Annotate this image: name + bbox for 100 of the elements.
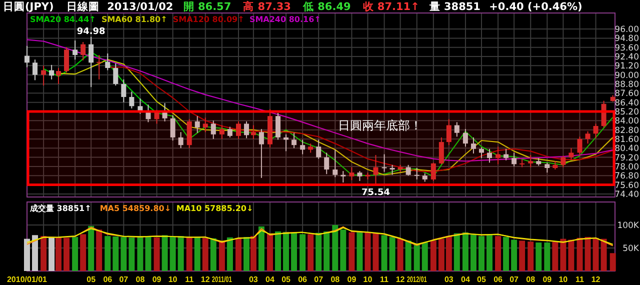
x-tick-label: 08: [330, 275, 340, 284]
y-tick-label: 88.80: [614, 80, 639, 90]
bar: [283, 232, 290, 271]
x-tick-label: 07: [510, 275, 520, 284]
x-tick-label: 09: [347, 275, 357, 284]
candlestick: [138, 98, 143, 114]
bar: [414, 244, 420, 271]
bar: [40, 236, 47, 271]
bar: [324, 231, 330, 271]
candlestick: [585, 130, 590, 144]
x-tick-label: 04: [266, 275, 275, 284]
annotation: 94.98: [76, 26, 106, 37]
candlestick: [88, 36, 94, 88]
candlestick: [406, 164, 411, 176]
candlestick: [593, 123, 598, 139]
candlestick: [162, 102, 168, 122]
y-tick-label: 93.60: [614, 43, 639, 54]
text: +0.40 (+0.46%): [489, 1, 582, 13]
bar: [104, 236, 111, 271]
bar: [568, 240, 574, 271]
bar: [275, 231, 282, 271]
candlestick: [49, 64, 54, 80]
candlestick: [373, 154, 378, 186]
bar: [137, 236, 144, 271]
text: SMA120 80.09↑: [172, 15, 244, 24]
bar: [478, 236, 484, 271]
y-tick-label: 50K: [622, 244, 640, 254]
y-tick-label: 90.00: [614, 70, 639, 81]
bar: [48, 236, 55, 271]
text: MA5 54859.80↓: [100, 204, 172, 213]
bar: [454, 233, 460, 271]
band-label: 日圓兩年底部！: [338, 118, 422, 132]
text: 量 38851: [428, 1, 480, 13]
y-tick-label: 87.60: [614, 89, 639, 100]
bar: [244, 236, 250, 271]
text: SMA20 84.44↑: [30, 15, 96, 24]
candlestick: [430, 162, 436, 182]
y-tick-label: 76.80: [614, 172, 639, 182]
candlestick: [24, 45, 30, 68]
x-tick-label: 12: [200, 275, 210, 284]
y-tick-label: 75.60: [614, 180, 639, 191]
bar: [291, 232, 298, 271]
bar: [430, 240, 436, 271]
bar: [266, 233, 273, 271]
bar: [88, 226, 94, 271]
bar: [462, 232, 468, 271]
candlestick: [470, 136, 476, 154]
candlestick: [478, 146, 484, 159]
x-tick-label: 12: [396, 275, 406, 284]
x-tick-label: 05: [282, 275, 292, 284]
candlestick: [454, 122, 460, 138]
bar: [186, 236, 192, 271]
bar: [235, 238, 242, 271]
candlestick: [113, 62, 118, 86]
candlestick: [121, 78, 126, 103]
candlestick: [568, 148, 574, 160]
y-tick-label: 74.40: [614, 190, 639, 200]
bar: [24, 238, 30, 271]
bar: [511, 240, 518, 271]
candlestick: [349, 166, 354, 181]
x-tick-label: 09: [542, 275, 552, 284]
x-tick-label: 09: [152, 275, 162, 284]
y-tick-label: 86.40: [614, 98, 639, 108]
y-tick-label: 84.00: [614, 116, 639, 127]
candlestick: [186, 118, 192, 149]
candlestick: [316, 139, 322, 160]
candlestick: [236, 120, 241, 140]
candlestick: [357, 170, 362, 182]
bar: [170, 236, 176, 271]
bar: [519, 240, 526, 271]
bar: [389, 236, 396, 271]
bar: [397, 238, 404, 271]
bar: [592, 238, 599, 271]
bar: [560, 238, 566, 271]
x-tick-label: 08: [526, 275, 536, 284]
y-tick-label: 91.20: [614, 62, 639, 72]
x-tick-label: 12: [591, 275, 601, 284]
x-tick-label: 08: [136, 275, 146, 284]
candlestick: [414, 167, 420, 180]
bar: [536, 242, 542, 271]
text: 高 87.33: [243, 0, 291, 13]
candlestick: [32, 59, 38, 81]
x-tick-label: 07: [314, 275, 324, 284]
chart-subtitle: 日線圖: [66, 0, 100, 13]
candlestick: [390, 164, 395, 176]
text: 2013/01/02: [107, 1, 174, 13]
x-tick-label: 2012/01: [406, 275, 436, 284]
bar: [600, 238, 607, 271]
bar: [316, 232, 322, 271]
bar: [486, 235, 492, 271]
bar: [405, 240, 412, 271]
y-tick-label: 85.20: [614, 107, 639, 118]
x-tick-label: 06: [494, 275, 504, 284]
candlestick: [129, 91, 134, 109]
candlestick: [146, 104, 151, 123]
x-tick-label: 05: [477, 275, 486, 284]
bar: [381, 235, 388, 271]
candlestick: [96, 54, 102, 80]
bar: [258, 226, 264, 271]
bar: [112, 236, 119, 271]
